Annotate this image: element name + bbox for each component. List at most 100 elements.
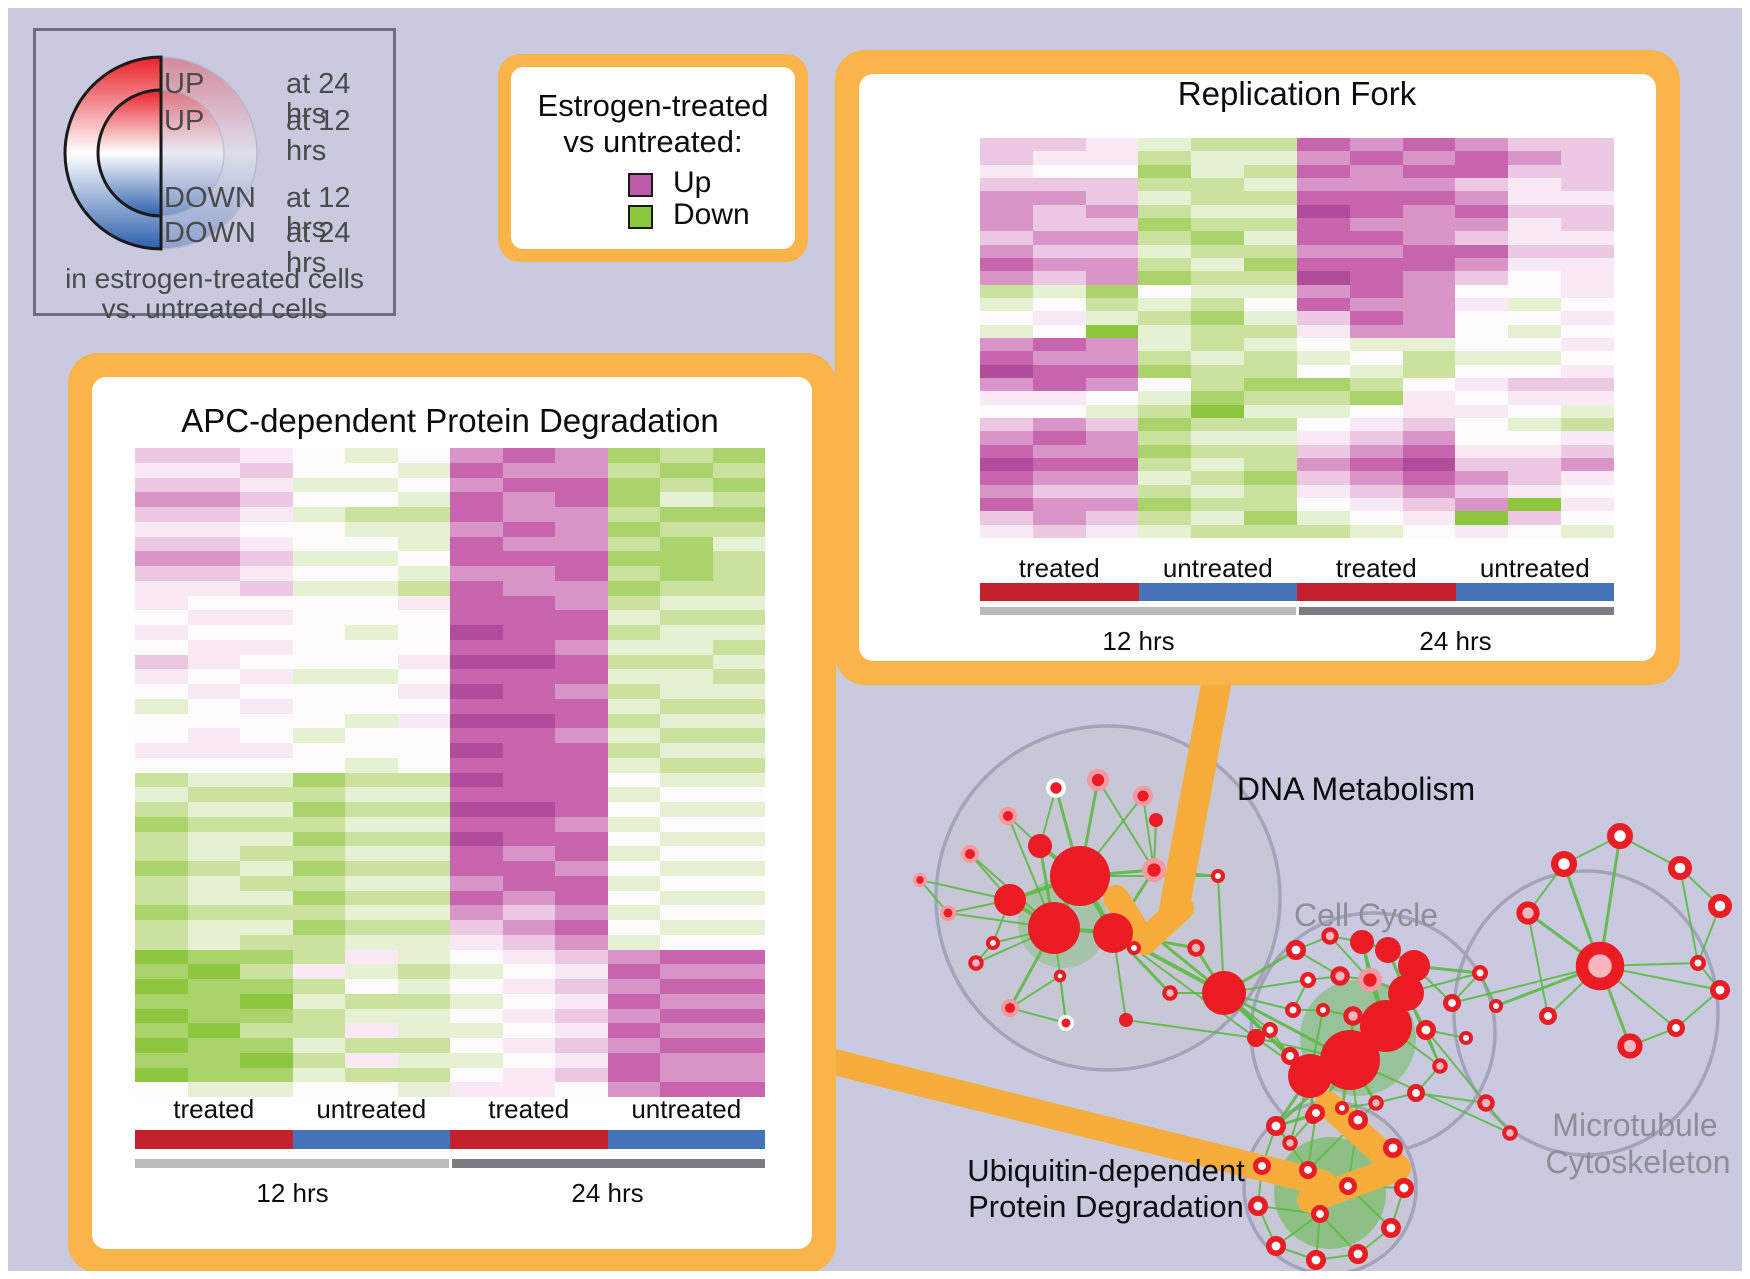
heatmap-cell (187, 492, 240, 507)
heatmap-cell (980, 311, 1033, 325)
heatmap-cell (1455, 217, 1509, 232)
heatmap-cell (660, 934, 713, 950)
heatmap-cell (660, 964, 713, 979)
heatmap-cell (1296, 311, 1350, 325)
heatmap-cell (1561, 231, 1614, 245)
heatmap-cell (502, 462, 555, 478)
heatmap-cell (712, 802, 765, 817)
heatmap-cell (292, 462, 345, 478)
heatmap-cell (1402, 444, 1456, 458)
heatmap-cell (135, 654, 188, 670)
heatmap-cell (1244, 471, 1297, 485)
heatmap-cell (1349, 138, 1403, 152)
heatmap-cell (292, 787, 345, 802)
heatmap-cell (1296, 364, 1350, 378)
heatmap-cell (1349, 231, 1403, 245)
heatmap-cell (607, 698, 660, 714)
heatmap-cell (1349, 164, 1403, 178)
heatmap-cell (1138, 471, 1192, 485)
heatmap-cell (1032, 324, 1086, 338)
heatmap-cell (1349, 311, 1403, 325)
treatment-bar (292, 1130, 450, 1149)
heatmap-cell (1508, 524, 1562, 538)
heatmap-cell (660, 846, 713, 861)
heatmap-cell (292, 566, 345, 581)
network-edge (1527, 912, 1549, 1017)
heatmap-cell (1296, 217, 1350, 232)
heatmap-cell (555, 743, 608, 758)
heatmap-cell (1349, 257, 1403, 272)
heatmap-cell (1402, 138, 1456, 152)
heatmap-cell (397, 610, 450, 625)
network-node (1383, 1138, 1404, 1159)
heatmap-cell (240, 551, 293, 566)
heatmap-cell (1138, 364, 1192, 378)
heatmap-cell (1191, 404, 1245, 418)
treatment-bar (1138, 583, 1297, 601)
heatmap-cell (187, 816, 240, 832)
heatmap-cell (345, 713, 398, 729)
heatmap-cell (1508, 444, 1562, 458)
heatmap-cell (1244, 444, 1297, 458)
heatmap-cell (1085, 324, 1139, 338)
network-node (1348, 1110, 1369, 1131)
heatmap-cell (555, 831, 608, 847)
heatmap-cell (1138, 204, 1192, 218)
heatmap-cell (1455, 151, 1509, 165)
heatmap-cell (607, 684, 660, 699)
heatmap-cell (555, 610, 608, 625)
heatmap-cell (345, 639, 398, 655)
heatmap-cell (1402, 271, 1456, 285)
heatmap-cell (712, 816, 765, 832)
heatmap-cell (1244, 284, 1297, 298)
heatmap-cell (187, 595, 240, 611)
heatmap-cell (135, 669, 188, 684)
time-bars (980, 607, 1614, 615)
heatmap-cell (1244, 364, 1297, 378)
heatmap-cell (502, 1038, 555, 1053)
heatmap-cell (1561, 217, 1614, 232)
heatmap-cell (555, 566, 608, 581)
heatmap-cell (712, 787, 765, 802)
heatmap-cell (502, 698, 555, 714)
heatmap-cell (450, 772, 503, 788)
heatmap-cell (397, 448, 450, 463)
network-node (1343, 1006, 1363, 1026)
heatmap-cell (1138, 217, 1192, 232)
heatmap-cell (187, 1023, 240, 1038)
heatmap-cell (292, 905, 345, 920)
heatmap-cell (240, 492, 293, 507)
network-cluster-label: Ubiquitin-dependent (967, 1153, 1245, 1188)
heatmap-cell (1085, 244, 1139, 258)
heatmap-cell (1455, 524, 1509, 538)
heatmap-cell (187, 566, 240, 581)
heatmap-cell (187, 580, 240, 596)
heatmap-cell (135, 1067, 188, 1083)
heatmap-cell (1244, 511, 1297, 525)
heatmap-cell (660, 1038, 713, 1053)
heatmap-cell (187, 684, 240, 699)
heatmap-cell (397, 625, 450, 640)
heatmap-cell (1561, 364, 1614, 378)
heatmap-cell (135, 802, 188, 817)
heatmap-cell (502, 831, 555, 847)
heatmap-cell (712, 861, 765, 876)
heatmap-cell (135, 610, 188, 625)
heatmap-cell (1508, 244, 1562, 258)
heatmap-cell (397, 743, 450, 758)
heatmap-cell (502, 802, 555, 817)
heatmap-cell (1032, 471, 1086, 485)
heatmap-cell (1402, 377, 1456, 392)
heatmap-cell (1032, 377, 1086, 392)
heatmap-cell (135, 1082, 188, 1097)
heatmap-cell (980, 324, 1033, 338)
heatmap-cell (555, 1038, 608, 1053)
heatmap-cell (660, 772, 713, 788)
heatmap-cell (980, 524, 1033, 538)
network-node (1253, 1157, 1272, 1176)
network-node (1281, 1047, 1300, 1066)
down-label: Down (673, 198, 750, 231)
heatmap-cell (397, 639, 450, 655)
heatmap-cell (607, 654, 660, 670)
heatmap-cell (607, 507, 660, 522)
